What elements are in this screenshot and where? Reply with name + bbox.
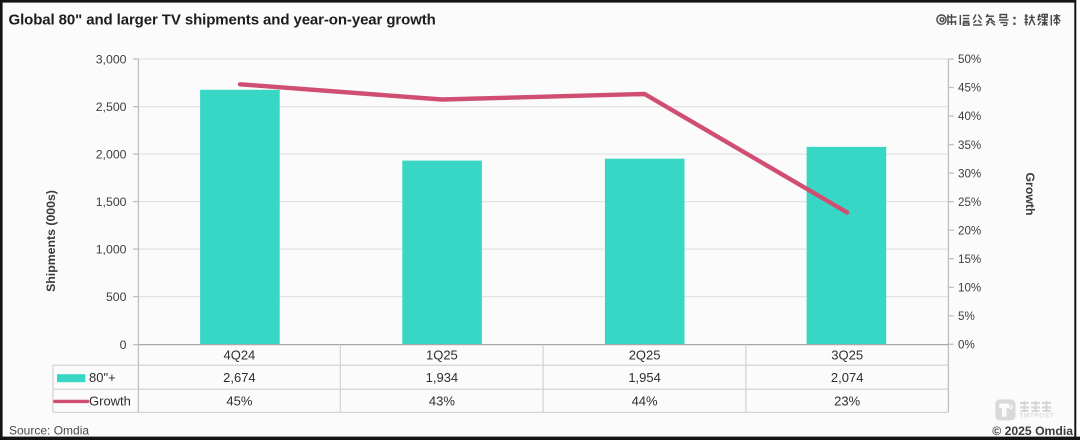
svg-text:20%: 20% [958, 224, 981, 237]
svg-text:1,954: 1,954 [628, 370, 661, 385]
svg-text:50%: 50% [958, 53, 981, 66]
svg-text:2,074: 2,074 [831, 370, 864, 385]
svg-text:2Q25: 2Q25 [629, 347, 661, 362]
svg-text:2,000: 2,000 [96, 147, 127, 161]
svg-text:3,000: 3,000 [96, 52, 127, 66]
svg-text:44%: 44% [632, 394, 658, 409]
svg-text:Shipments (000s): Shipments (000s) [44, 190, 58, 292]
svg-text:45%: 45% [226, 394, 252, 409]
svg-text:40%: 40% [958, 110, 981, 123]
svg-text:15%: 15% [958, 253, 981, 266]
svg-text:2,500: 2,500 [96, 100, 127, 114]
svg-text:25%: 25% [958, 196, 981, 209]
svg-text:80"+: 80"+ [89, 370, 116, 385]
svg-text:Growth: Growth [1023, 172, 1037, 215]
svg-text:43%: 43% [429, 394, 455, 409]
svg-text:2,674: 2,674 [223, 370, 256, 385]
svg-text:Growth: Growth [89, 394, 131, 409]
svg-text:10%: 10% [958, 281, 981, 294]
svg-text:0: 0 [120, 338, 127, 352]
svg-text:1,934: 1,934 [426, 370, 459, 385]
svg-text:© 2025 Omdia: © 2025 Omdia [992, 424, 1073, 438]
svg-text:TMTPOST: TMTPOST [1020, 413, 1055, 420]
svg-text:4Q24: 4Q24 [223, 347, 255, 362]
svg-text:500: 500 [106, 290, 127, 304]
svg-text:45%: 45% [958, 82, 981, 95]
svg-text:Global 80" and larger TV shipm: Global 80" and larger TV shipments and y… [9, 12, 436, 29]
svg-text:35%: 35% [958, 139, 981, 152]
svg-text:30%: 30% [958, 167, 981, 180]
svg-text:1Q25: 1Q25 [426, 347, 458, 362]
svg-text:1,000: 1,000 [96, 242, 127, 256]
svg-text:3Q25: 3Q25 [831, 347, 863, 362]
svg-text:5%: 5% [958, 310, 975, 323]
svg-text:1,500: 1,500 [96, 195, 127, 209]
svg-text:Source: Omdia: Source: Omdia [9, 424, 89, 438]
svg-text:23%: 23% [834, 394, 860, 409]
svg-text:0%: 0% [958, 339, 975, 352]
